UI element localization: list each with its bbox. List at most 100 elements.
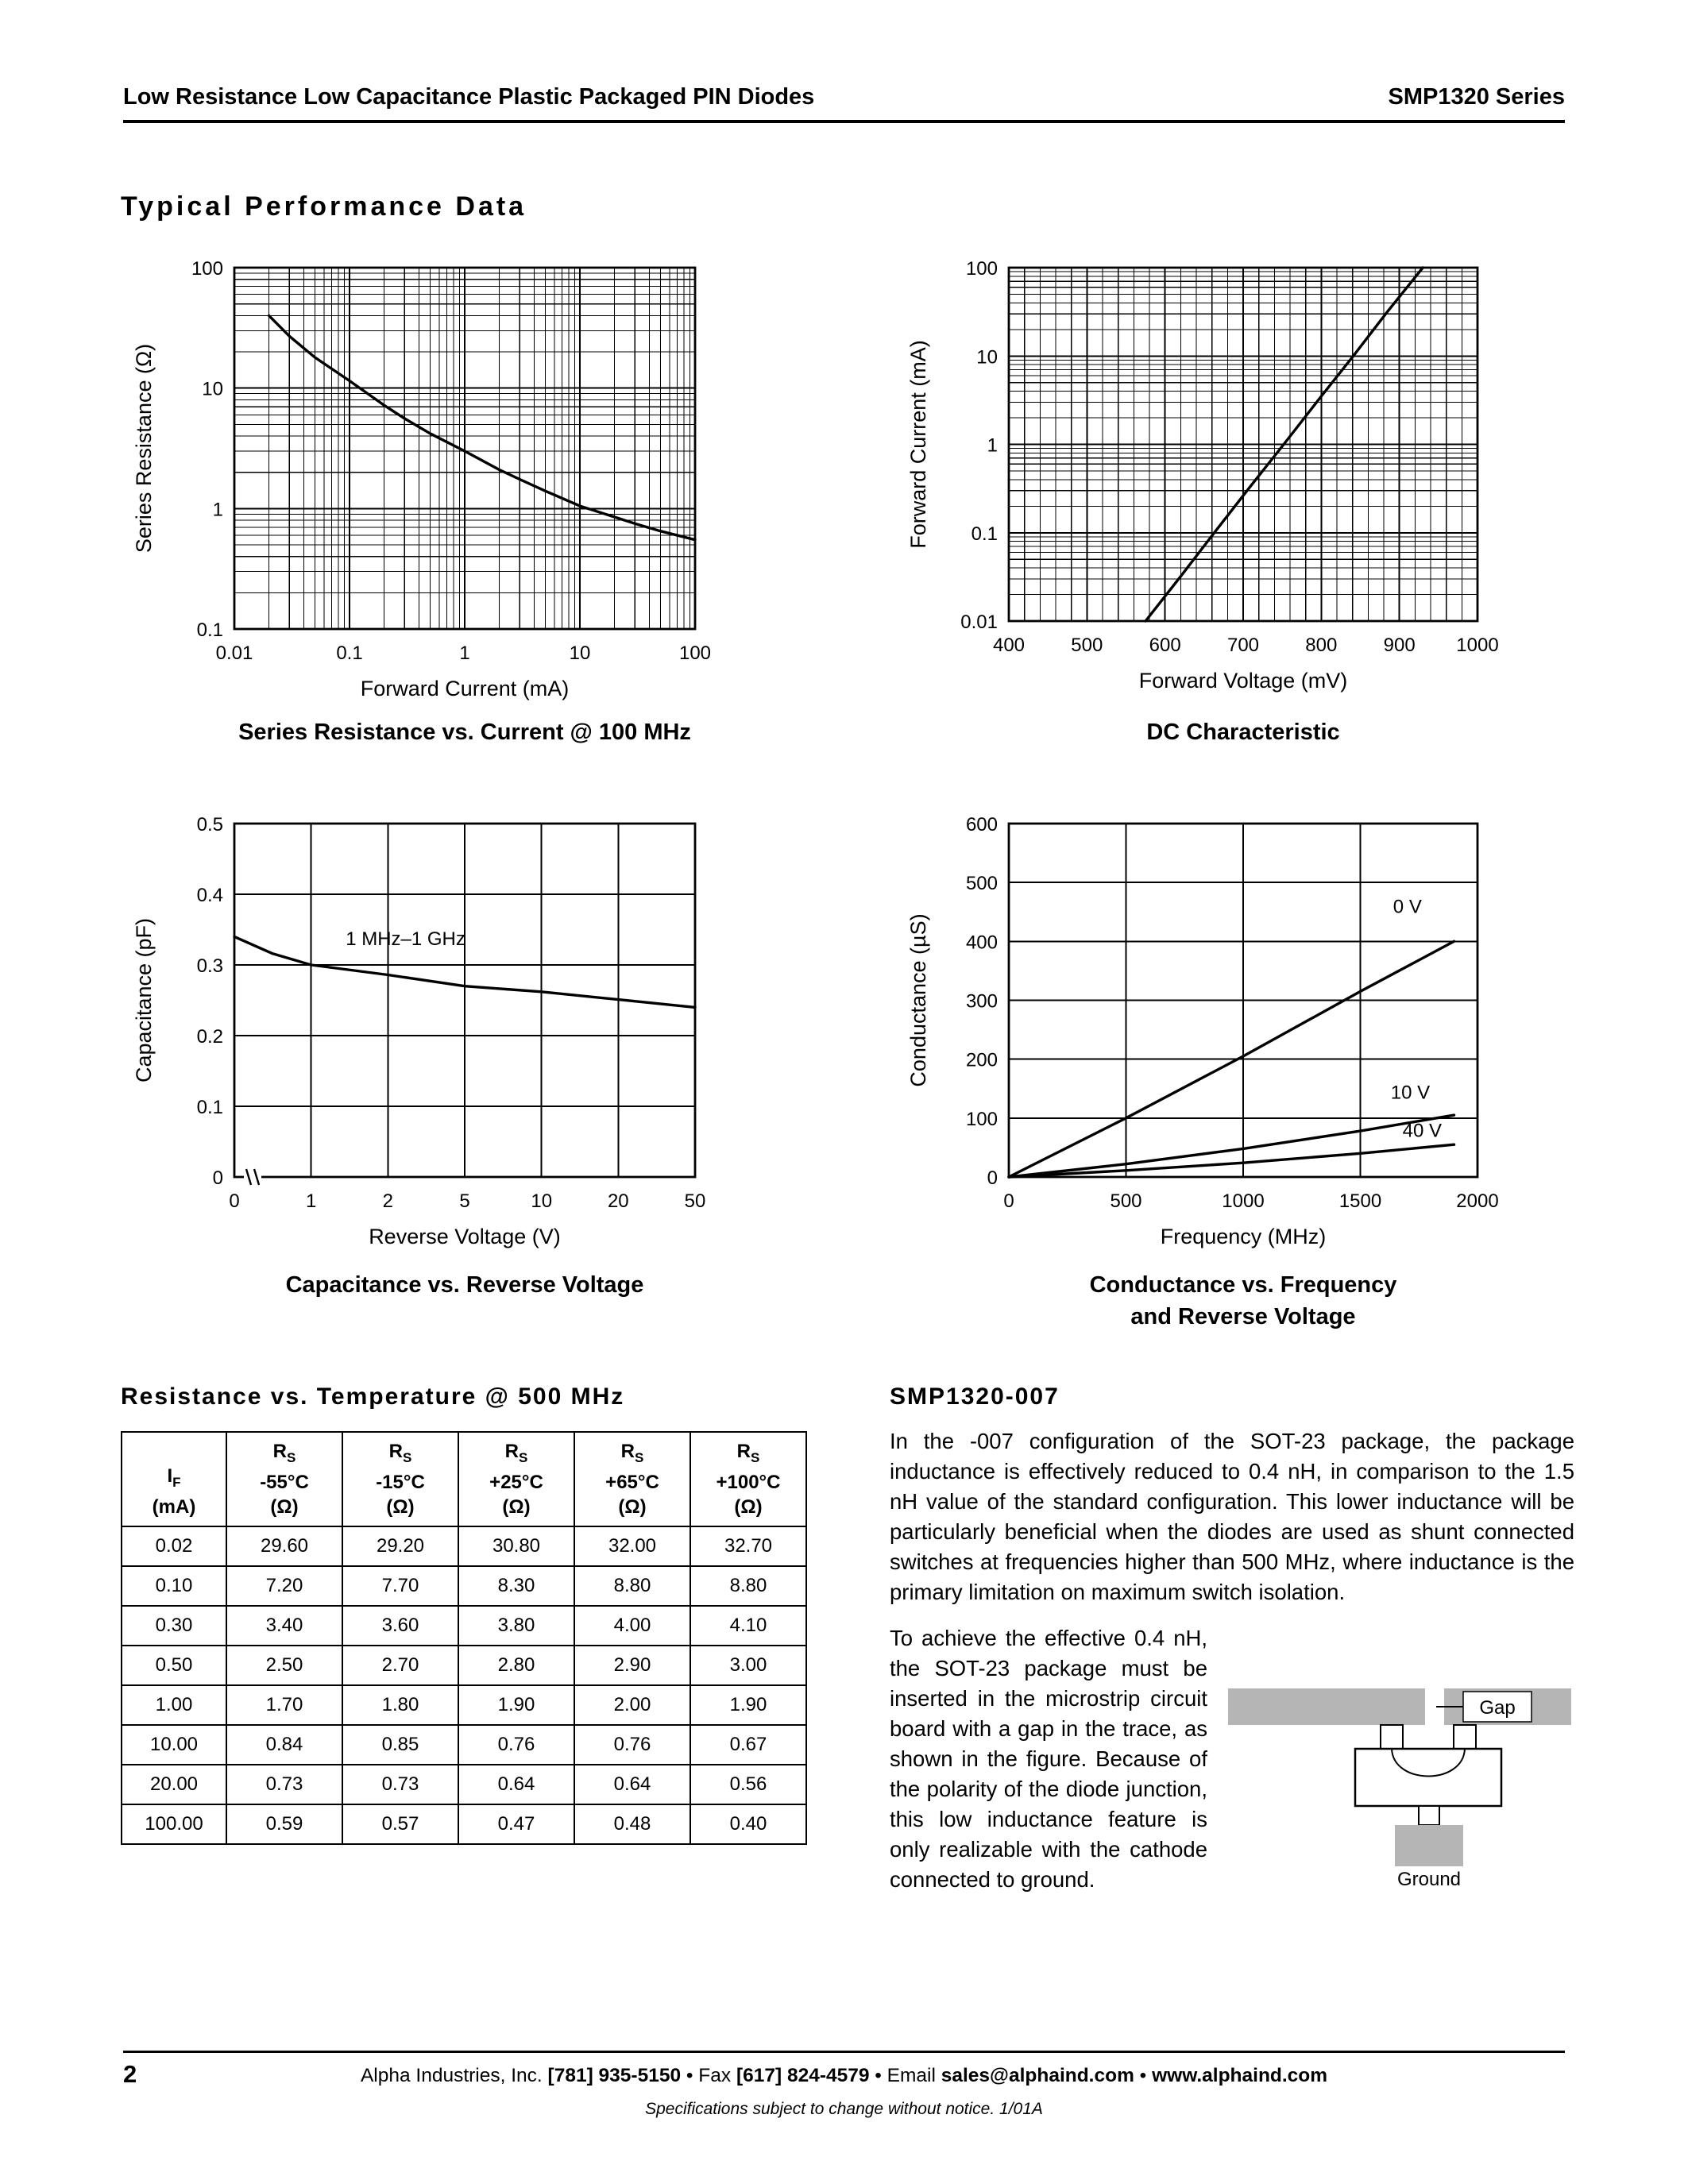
footer-segment: Alpha Industries, Inc. bbox=[360, 2065, 548, 2086]
table-cell: 0.10 bbox=[121, 1565, 227, 1607]
table-cell: 4.10 bbox=[689, 1604, 807, 1646]
x-tick-label: 20 bbox=[608, 1190, 629, 1212]
y-tick-label: 0.1 bbox=[197, 619, 223, 641]
table-cell: 7.20 bbox=[226, 1565, 343, 1607]
table-cell: 20.00 bbox=[121, 1763, 227, 1805]
table-cell: 8.30 bbox=[458, 1565, 575, 1607]
y-axis-label: Forward Current (mA) bbox=[906, 340, 930, 549]
x-tick-label: 900 bbox=[1384, 635, 1416, 656]
paragraph-1: In the -007 configuration of the SOT-23 … bbox=[890, 1429, 1574, 1604]
ground-label: Ground bbox=[1397, 1869, 1461, 1890]
package-lead-right bbox=[1453, 1724, 1477, 1750]
x-tick-label: 10 bbox=[570, 642, 591, 664]
y-tick-label: 10 bbox=[202, 379, 223, 400]
chart-title-conductance-line1: Conductance vs. Frequency bbox=[1089, 1272, 1397, 1298]
table-cell: 0.67 bbox=[689, 1723, 807, 1765]
x-tick-label: 2 bbox=[383, 1190, 393, 1212]
x-tick-label: 0 bbox=[1003, 1190, 1014, 1212]
table-cell: 0.48 bbox=[574, 1803, 691, 1845]
table-cell: 29.20 bbox=[342, 1525, 459, 1567]
table-cell: 2.90 bbox=[574, 1644, 691, 1686]
y-tick-label: 200 bbox=[966, 1050, 998, 1071]
ground-pad bbox=[1395, 1825, 1463, 1866]
footer-segment: sales@alphaind.com bbox=[941, 2065, 1134, 2086]
table-header-cell: IF (mA) bbox=[121, 1431, 227, 1527]
table-row: 10.00 0.84 0.85 0.76 0.76 0.67 bbox=[121, 1723, 807, 1765]
y-axis-label: Conductance (µS) bbox=[906, 913, 930, 1086]
plot-border bbox=[233, 822, 697, 1179]
cap-vs-voltage-plot: 0 1 2 5 10 20 50 0 0.1 0.2 0.3 0.4 0.5 Reverse Voltag… bbox=[132, 814, 705, 1248]
page-header: Low Resistance Low Capacitance Plastic P… bbox=[123, 84, 1565, 123]
x-tick-label: 700 bbox=[1227, 635, 1259, 656]
axis-break-tick bbox=[253, 1168, 261, 1186]
table-cell: 30.80 bbox=[458, 1525, 575, 1567]
table-cell: 32.00 bbox=[574, 1525, 691, 1567]
section-title: Typical Performance Data bbox=[121, 191, 527, 222]
footer-segment: • bbox=[1134, 2065, 1153, 2086]
table-row: 0.02 29.60 29.20 30.80 32.00 32.70 bbox=[121, 1525, 807, 1567]
footer-note: Specifications subject to change without… bbox=[645, 2100, 1043, 2118]
table-cell: 0.59 bbox=[226, 1803, 343, 1845]
y-tick-label: 1 bbox=[987, 435, 998, 457]
table-row: 20.00 0.73 0.73 0.64 0.64 0.56 bbox=[121, 1763, 807, 1805]
table-row: 0.30 3.40 3.60 3.80 4.00 4.10 bbox=[121, 1604, 807, 1646]
table-cell: 0.40 bbox=[689, 1803, 807, 1845]
x-tick-label: 2000 bbox=[1456, 1190, 1498, 1212]
y-tick-label: 1 bbox=[213, 499, 223, 520]
table-row: 0.50 2.50 2.70 2.80 2.90 3.00 bbox=[121, 1644, 807, 1686]
table-cell: 0.64 bbox=[458, 1763, 575, 1805]
x-axis-label: Frequency (MHz) bbox=[1161, 1225, 1327, 1248]
table-cell: 2.80 bbox=[458, 1644, 575, 1686]
x-tick-label: 0.01 bbox=[216, 642, 253, 664]
x-tick-label: 5 bbox=[459, 1190, 469, 1212]
table-row: 0.10 7.20 7.70 8.30 8.80 8.80 bbox=[121, 1565, 807, 1607]
y-tick-label: 0 bbox=[213, 1167, 223, 1189]
table-cell: 32.70 bbox=[689, 1525, 807, 1567]
y-tick-label: 0.3 bbox=[197, 955, 223, 977]
x-tick-label: 1000 bbox=[1222, 1190, 1264, 1212]
table-header-cell: RS +25°C (Ω) bbox=[458, 1431, 575, 1527]
header-title: Low Resistance Low Capacitance Plastic P… bbox=[123, 84, 815, 110]
table-cell: 0.50 bbox=[121, 1644, 227, 1686]
y-tick-label: 0.4 bbox=[197, 885, 223, 906]
y-tick-label: 10 bbox=[976, 346, 998, 368]
resistance-table: IF (mA) RS -55°C (Ω) RS -15°C (Ω) RS +25°C (Ω) RS +6… bbox=[121, 1431, 807, 1845]
footer-segment: [617] 824-4579 bbox=[736, 2065, 870, 2086]
series-line-capacitance bbox=[233, 935, 697, 1009]
y-tick-label: 100 bbox=[966, 258, 998, 280]
table-cell: 29.60 bbox=[226, 1525, 343, 1567]
package-lead-left bbox=[1380, 1724, 1404, 1750]
table-cell: 0.84 bbox=[226, 1723, 343, 1765]
table-cell: 2.70 bbox=[342, 1644, 459, 1686]
header-series: SMP1320 Series bbox=[1388, 84, 1565, 110]
conductance-vs-frequency-plot: 0 500 1000 1500 2000 0 100 200 300 400 500 600 Frequ… bbox=[906, 814, 1499, 1248]
x-axis-label: Reverse Voltage (V) bbox=[369, 1225, 561, 1248]
smp1320-007-heading: SMP1320-007 bbox=[890, 1383, 1060, 1410]
table-row: 100.00 0.59 0.57 0.47 0.48 0.40 bbox=[121, 1803, 807, 1845]
x-tick-label: 1000 bbox=[1456, 635, 1498, 656]
x-tick-label: 500 bbox=[1071, 635, 1103, 656]
series-line-40-V bbox=[1007, 1143, 1456, 1179]
table-cell: 0.57 bbox=[342, 1803, 459, 1845]
x-tick-label: 0 bbox=[229, 1190, 239, 1212]
table-cell: 0.30 bbox=[121, 1604, 227, 1646]
series-line-10-V bbox=[1007, 1113, 1456, 1179]
axis-break-tick bbox=[245, 1168, 253, 1186]
table-cell: 1.80 bbox=[342, 1684, 459, 1726]
chart-title-capacitance: Capacitance vs. Reverse Voltage bbox=[285, 1272, 644, 1298]
y-tick-label: 0 bbox=[987, 1167, 998, 1189]
chart-annotation: 1 MHz–1 GHz bbox=[346, 928, 465, 950]
footer-rule bbox=[123, 2051, 1565, 2053]
x-axis-label: Forward Voltage (mV) bbox=[1139, 669, 1348, 693]
y-axis-label: Series Resistance (Ω) bbox=[132, 344, 156, 553]
package-body bbox=[1354, 1747, 1503, 1808]
ground-lead bbox=[1418, 1805, 1440, 1826]
footer-segment: • Fax bbox=[681, 2065, 736, 2086]
y-tick-label: 300 bbox=[966, 991, 998, 1013]
plot-border bbox=[1007, 822, 1479, 1179]
x-tick-label: 500 bbox=[1110, 1190, 1141, 1212]
chart-series-resistance: 0.01 0.1 1 10 100 0.1 1 10 100 Forward Current (m… bbox=[119, 256, 731, 716]
y-tick-label: 0.01 bbox=[960, 612, 998, 633]
chart-annotation: 10 V bbox=[1391, 1082, 1430, 1103]
